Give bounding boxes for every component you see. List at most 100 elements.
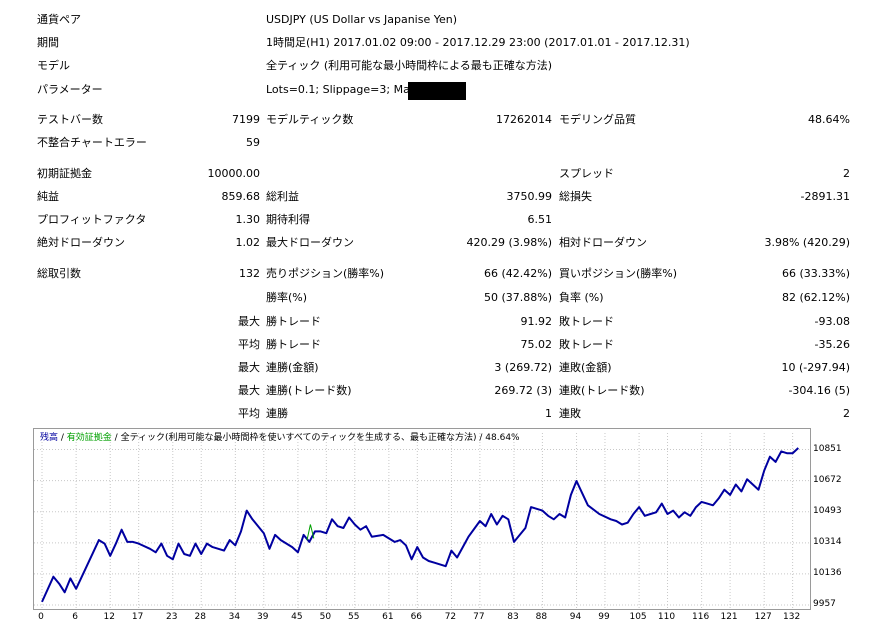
max-consec-loss-label: 連敗(金額) <box>559 361 612 374</box>
max-loss-value: -93.08 <box>814 315 850 328</box>
gross-profit-value: 3750.99 <box>506 190 553 203</box>
model-label: モデル <box>37 59 70 72</box>
short-value: 66 (42.42%) <box>483 267 552 280</box>
max-dd-label: 最大ドローダウン <box>266 236 354 249</box>
net-value: 859.68 <box>221 190 261 203</box>
pair-label: 通貨ペア <box>37 13 81 26</box>
bars-label: テストバー数 <box>37 113 103 126</box>
legend-balance: 残高 <box>40 433 59 443</box>
total-trades-value: 132 <box>239 267 260 280</box>
max-win-label: 勝トレード <box>266 315 321 328</box>
pf-value: 1.30 <box>235 213 261 226</box>
chart-plot <box>34 433 810 609</box>
legend-separator: / <box>58 433 67 443</box>
x-tick-label: 6 <box>72 612 78 622</box>
pair-value: USDJPY (US Dollar vs Japanise Yen) <box>266 13 458 26</box>
loss-pct-value: 82 (62.12%) <box>781 291 850 304</box>
x-tick-label: 12 <box>103 612 115 622</box>
x-tick-label: 39 <box>257 612 269 622</box>
model-value: 全ティック (利用可能な最小時間枠による最も正確な方法) <box>266 59 553 72</box>
avg-loss-value: -35.26 <box>814 338 850 351</box>
expected-label: 期待利得 <box>266 213 310 226</box>
y-tick-label: 10136 <box>813 567 842 578</box>
spread-value: 2 <box>843 167 850 180</box>
max-word: 最大 <box>238 361 260 374</box>
equity-series-line <box>306 524 315 541</box>
redaction-box <box>408 82 466 100</box>
gross-loss-label: 総損失 <box>559 190 592 203</box>
quality-label: モデリング品質 <box>559 113 636 126</box>
y-tick-label: 9957 <box>813 599 836 609</box>
avg-consec-loss-label: 連敗 <box>559 407 581 420</box>
spread-label: スプレッド <box>559 167 614 180</box>
x-tick-label: 28 <box>194 612 206 622</box>
x-tick-label: 83 <box>507 612 519 622</box>
x-tick-label: 121 <box>720 612 738 622</box>
avg-word: 平均 <box>238 407 260 420</box>
deposit-label: 初期証拠金 <box>37 167 92 180</box>
legend-separator: / <box>476 433 486 443</box>
max-consec-win-value: 3 (269.72) <box>494 361 552 374</box>
balance-series-line <box>41 447 799 603</box>
x-tick-label: 72 <box>444 612 457 622</box>
max-dd-value: 420.29 (3.98%) <box>466 236 552 249</box>
max-loss-label: 敗トレード <box>559 315 614 328</box>
legend-model: 全ティック(利用可能な最小時間枠を使いすべてのティックを生成する、最も正確な方法… <box>120 433 477 443</box>
bars-value: 7199 <box>232 113 260 126</box>
avg-consec-win-value: 1 <box>545 407 552 420</box>
x-tick-label: 50 <box>319 612 332 622</box>
x-tick-label: 61 <box>382 612 394 622</box>
legend-separator: / <box>111 433 121 443</box>
avg-consec-win-label: 連勝 <box>266 407 288 420</box>
params-label: パラメーター <box>37 83 103 96</box>
legend-quality: 48.64% <box>485 433 520 443</box>
y-tick-label: 10493 <box>813 505 842 516</box>
long-value: 66 (33.33%) <box>781 267 850 280</box>
abs-dd-value: 1.02 <box>235 236 261 249</box>
avg-word: 平均 <box>238 338 260 351</box>
x-tick-label: 94 <box>569 612 582 622</box>
params-value: Lots=0.1; Slippage=3; Magic= <box>266 83 436 96</box>
x-tick-label: 77 <box>473 612 485 622</box>
avg-loss-label: 敗トレード <box>559 338 614 351</box>
max-win-value: 91.92 <box>520 315 553 328</box>
max-consec-lossamt-label: 連敗(トレード数) <box>559 384 645 397</box>
max-word: 最大 <box>238 384 260 397</box>
mismatch-label: 不整合チャートエラー <box>37 136 147 149</box>
mismatch-value: 59 <box>246 136 260 149</box>
short-label: 売りポジション(勝率%) <box>266 267 385 280</box>
rel-dd-label: 相対ドローダウン <box>559 236 647 249</box>
deposit-value: 10000.00 <box>207 167 261 180</box>
x-tick-label: 0 <box>38 612 44 622</box>
max-consec-lossamt-value: -304.16 (5) <box>788 384 850 397</box>
rel-dd-value: 3.98% (420.29) <box>764 236 850 249</box>
avg-consec-loss-value: 2 <box>843 407 850 420</box>
gross-loss-value: -2891.31 <box>800 190 850 203</box>
total-trades-label: 総取引数 <box>37 267 81 280</box>
loss-pct-label: 負率 (%) <box>559 291 604 304</box>
x-tick-label: 105 <box>629 612 647 622</box>
x-tick-label: 132 <box>783 612 801 622</box>
chart-legend: 残高 / 有効証拠金 / 全ティック(利用可能な最小時間枠を使いすべてのティック… <box>40 433 520 444</box>
long-label: 買いポジション(勝率%) <box>559 267 678 280</box>
x-tick-label: 127 <box>754 612 772 622</box>
max-consec-loss-value: 10 (-297.94) <box>781 361 850 374</box>
ticks-value: 17262014 <box>496 113 552 126</box>
abs-dd-label: 絶対ドローダウン <box>37 236 125 249</box>
period-label: 期間 <box>37 36 59 49</box>
x-tick-label: 55 <box>348 612 360 622</box>
x-tick-label: 99 <box>598 612 610 622</box>
balance-chart <box>33 428 811 610</box>
gross-profit-label: 総利益 <box>266 190 299 203</box>
x-tick-label: 116 <box>692 612 710 622</box>
x-tick-label: 34 <box>228 612 241 622</box>
x-tick-label: 17 <box>131 612 144 622</box>
y-tick-label: 10314 <box>813 536 842 547</box>
y-tick-label: 10672 <box>813 474 842 485</box>
pf-label: プロフィットファクタ <box>37 213 147 226</box>
max-consec-profit-label: 連勝(トレード数) <box>266 384 352 397</box>
quality-value: 48.64% <box>808 113 850 126</box>
avg-win-value: 75.02 <box>520 338 553 351</box>
max-consec-profit-value: 269.72 (3) <box>494 384 552 397</box>
x-tick-label: 88 <box>535 612 548 622</box>
